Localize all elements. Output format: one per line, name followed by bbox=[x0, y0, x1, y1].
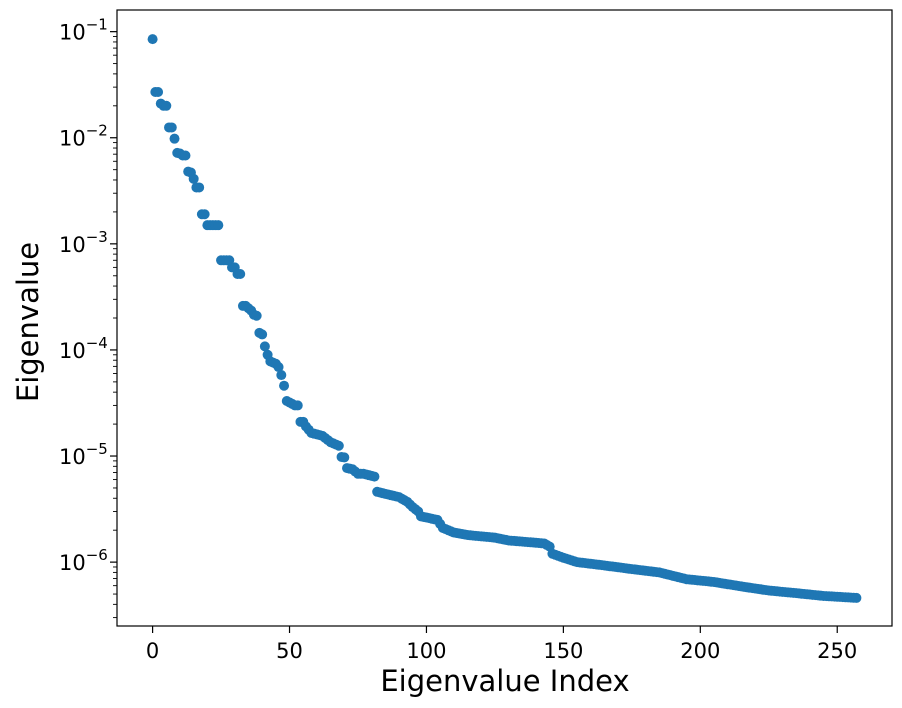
data-point bbox=[273, 362, 284, 373]
data-point bbox=[292, 400, 303, 411]
y-tick-base: 10 bbox=[59, 21, 86, 45]
y-tick-base: 10 bbox=[59, 551, 86, 575]
y-tick-label: 10−6 bbox=[59, 546, 108, 575]
data-point bbox=[259, 341, 270, 352]
y-tick-label: 10−5 bbox=[59, 440, 108, 469]
x-tick-label: 100 bbox=[406, 639, 446, 663]
data-point bbox=[333, 440, 344, 451]
data-point bbox=[188, 173, 199, 184]
data-point bbox=[257, 329, 268, 340]
data-point bbox=[147, 34, 158, 45]
y-axis-minor-ticks bbox=[113, 36, 117, 619]
data-point bbox=[276, 370, 287, 381]
y-tick-base: 10 bbox=[59, 445, 86, 469]
data-point bbox=[161, 100, 172, 111]
y-tick-exponent: −1 bbox=[86, 16, 108, 34]
data-point bbox=[213, 220, 224, 231]
y-tick-base: 10 bbox=[59, 127, 86, 151]
data-point bbox=[194, 182, 205, 193]
data-point bbox=[153, 86, 164, 97]
y-tick-label: 10−4 bbox=[59, 334, 108, 363]
y-tick-exponent: −3 bbox=[86, 228, 108, 246]
data-point bbox=[166, 122, 177, 133]
data-point bbox=[251, 310, 262, 321]
data-point bbox=[369, 471, 380, 482]
data-point bbox=[169, 133, 180, 144]
x-tick-label: 250 bbox=[817, 639, 857, 663]
data-point bbox=[180, 150, 191, 161]
y-tick-exponent: −6 bbox=[86, 546, 108, 564]
y-tick-label: 10−3 bbox=[59, 228, 108, 257]
y-tick-label: 10−1 bbox=[59, 16, 108, 45]
x-tick-label: 150 bbox=[543, 639, 583, 663]
x-tick-label: 50 bbox=[276, 639, 303, 663]
y-tick-exponent: −2 bbox=[86, 122, 108, 140]
y-axis-ticks: 10−610−510−410−310−210−1 bbox=[59, 16, 117, 575]
data-point bbox=[235, 268, 246, 279]
data-point bbox=[199, 209, 210, 220]
data-point bbox=[279, 380, 290, 391]
x-axis-ticks: 0 50 100 150 200 250 bbox=[146, 626, 857, 663]
x-tick-label: 0 bbox=[146, 639, 159, 663]
x-tick-label: 200 bbox=[680, 639, 720, 663]
y-axis-label: Eigenvalue bbox=[11, 242, 45, 402]
y-tick-base: 10 bbox=[59, 339, 86, 363]
y-tick-exponent: −5 bbox=[86, 440, 108, 458]
plot-frame bbox=[116, 9, 893, 627]
y-tick-label: 10−2 bbox=[59, 122, 108, 151]
data-point bbox=[339, 452, 350, 463]
y-tick-base: 10 bbox=[59, 233, 86, 257]
data-point bbox=[851, 592, 862, 603]
scatter-points bbox=[147, 34, 862, 603]
y-tick-exponent: −4 bbox=[86, 334, 108, 352]
x-axis-label: Eigenvalue Index bbox=[380, 664, 629, 698]
